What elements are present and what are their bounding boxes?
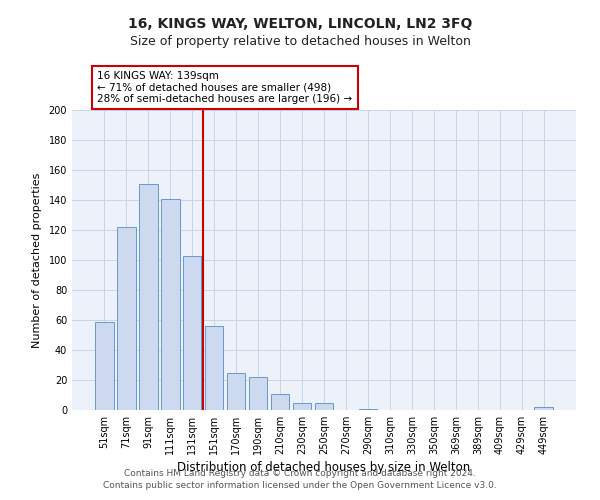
Bar	[314, 402, 334, 410]
Bar	[183, 256, 202, 410]
X-axis label: Distribution of detached houses by size in Welton: Distribution of detached houses by size …	[178, 461, 470, 474]
Text: Contains HM Land Registry data © Crown copyright and database right 2024.: Contains HM Land Registry data © Crown c…	[124, 468, 476, 477]
Bar	[271, 394, 289, 410]
Bar	[117, 227, 136, 410]
Bar	[249, 377, 268, 410]
Bar	[293, 402, 311, 410]
Bar	[227, 372, 245, 410]
Bar	[161, 198, 179, 410]
Bar	[359, 408, 377, 410]
Bar	[205, 326, 223, 410]
Text: 16, KINGS WAY, WELTON, LINCOLN, LN2 3FQ: 16, KINGS WAY, WELTON, LINCOLN, LN2 3FQ	[128, 18, 472, 32]
Text: Contains public sector information licensed under the Open Government Licence v3: Contains public sector information licen…	[103, 481, 497, 490]
Bar	[95, 322, 113, 410]
Y-axis label: Number of detached properties: Number of detached properties	[32, 172, 41, 348]
Bar	[139, 184, 158, 410]
Text: Size of property relative to detached houses in Welton: Size of property relative to detached ho…	[130, 35, 470, 48]
Bar	[535, 407, 553, 410]
Text: 16 KINGS WAY: 139sqm
← 71% of detached houses are smaller (498)
28% of semi-deta: 16 KINGS WAY: 139sqm ← 71% of detached h…	[97, 71, 352, 104]
